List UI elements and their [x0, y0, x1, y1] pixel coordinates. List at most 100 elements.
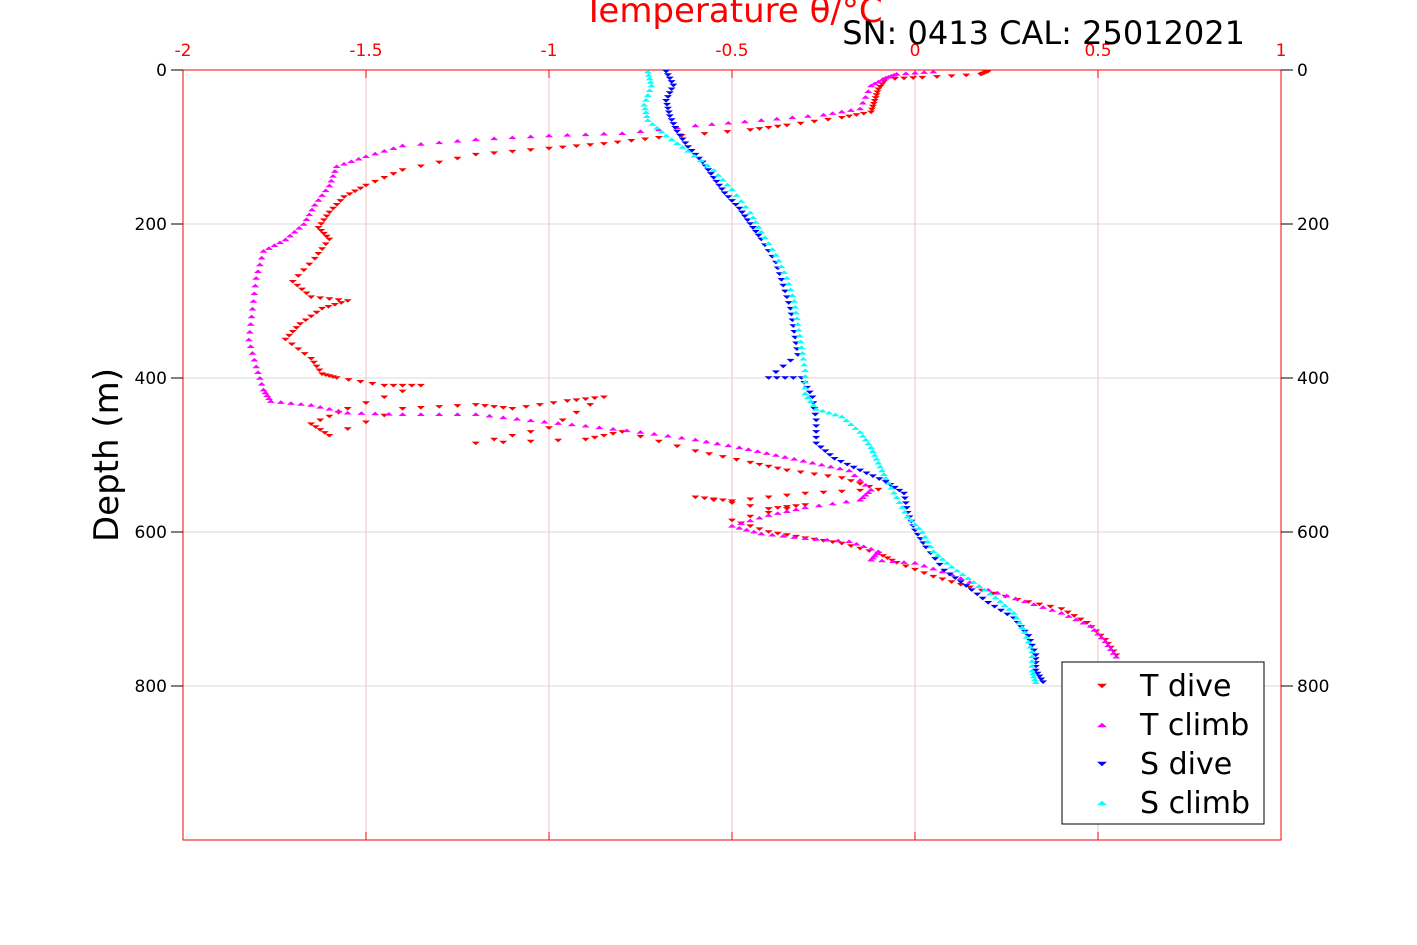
data-point: [909, 76, 918, 80]
data-point: [581, 437, 590, 442]
data-point: [737, 521, 746, 525]
data-point: [735, 445, 744, 450]
data-point: [858, 495, 867, 499]
data-point: [265, 246, 274, 250]
data-point: [976, 72, 985, 77]
data-point: [749, 226, 758, 230]
data-point: [876, 84, 885, 89]
data-point: [398, 143, 407, 148]
data-point: [852, 113, 861, 117]
data-point: [641, 110, 650, 115]
y-tick-label-right: 400: [1297, 369, 1329, 389]
data-point: [914, 526, 923, 530]
data-point: [933, 553, 942, 557]
data-point: [867, 546, 876, 551]
data-point: [644, 73, 653, 77]
data-point: [746, 504, 755, 508]
data-point: [572, 144, 581, 149]
data-point: [764, 125, 773, 130]
data-point: [526, 430, 535, 434]
data-point: [911, 567, 919, 572]
data-point: [790, 299, 799, 303]
data-point: [599, 131, 608, 136]
data-point: [329, 174, 338, 178]
data-point: [746, 460, 755, 465]
data-point: [319, 218, 328, 222]
data-point: [275, 240, 284, 245]
data-point: [856, 430, 865, 434]
data-point: [799, 458, 808, 463]
data-point: [1090, 627, 1099, 632]
data-point: [263, 393, 272, 398]
data-point: [859, 111, 868, 116]
data-point: [782, 295, 791, 299]
data-point: [330, 303, 339, 307]
data-point: [757, 229, 766, 234]
data-point: [398, 407, 407, 411]
data-point: [921, 545, 930, 550]
data-point: [1072, 617, 1081, 622]
data-point: [1005, 607, 1014, 611]
data-point: [354, 156, 363, 161]
data-point: [362, 154, 370, 159]
data-point: [782, 123, 791, 128]
data-point: [1002, 593, 1011, 598]
data-point: [856, 468, 865, 473]
data-point: [691, 123, 700, 128]
data-point: [940, 568, 949, 573]
data-point: [876, 464, 885, 469]
data-point: [779, 283, 788, 288]
y-tick-label-right: 0: [1297, 61, 1308, 81]
data-point: [792, 310, 801, 315]
data-point: [297, 287, 306, 292]
data-point: [321, 188, 330, 193]
data-point: [834, 538, 843, 543]
data-point: [862, 471, 871, 476]
data-point: [643, 93, 652, 97]
data-point: [259, 387, 268, 392]
data-point: [790, 535, 799, 539]
data-point: [599, 142, 608, 146]
data-point: [777, 264, 786, 269]
data-point: [990, 604, 999, 609]
legend: T dive T climb S dive S climb: [1061, 661, 1265, 825]
data-point: [563, 133, 572, 137]
data-point: [918, 530, 927, 534]
data-point: [873, 90, 882, 94]
data-point: [1033, 671, 1042, 676]
data-point: [645, 88, 654, 93]
data-point: [499, 440, 508, 445]
data-point: [784, 301, 793, 305]
data-point: [947, 580, 956, 584]
data-point: [782, 507, 791, 511]
data-point: [380, 149, 389, 153]
data-point: [781, 455, 790, 459]
data-point: [609, 432, 618, 436]
data-point: [266, 399, 275, 403]
data-point: [782, 276, 791, 280]
data-point: [819, 490, 828, 495]
data-point: [1101, 639, 1110, 644]
data-point: [307, 403, 316, 407]
data-point: [307, 422, 316, 426]
data-point: [920, 571, 929, 575]
data-point: [664, 110, 673, 115]
data-point: [768, 247, 777, 251]
data-point: [316, 418, 325, 423]
data-point: [869, 101, 878, 106]
data-point: [691, 495, 700, 500]
data-point: [1029, 602, 1038, 606]
data-point: [812, 407, 821, 411]
data-point: [715, 183, 724, 188]
data-point: [471, 403, 480, 407]
data-point: [868, 474, 877, 478]
legend-box: [1061, 661, 1265, 825]
data-point: [903, 514, 912, 519]
data-point: [835, 466, 844, 471]
data-point: [398, 389, 407, 394]
data-point: [837, 476, 846, 480]
data-point: [316, 428, 325, 432]
data-point: [792, 507, 801, 512]
data-point: [856, 488, 865, 493]
data-point: [890, 77, 899, 81]
